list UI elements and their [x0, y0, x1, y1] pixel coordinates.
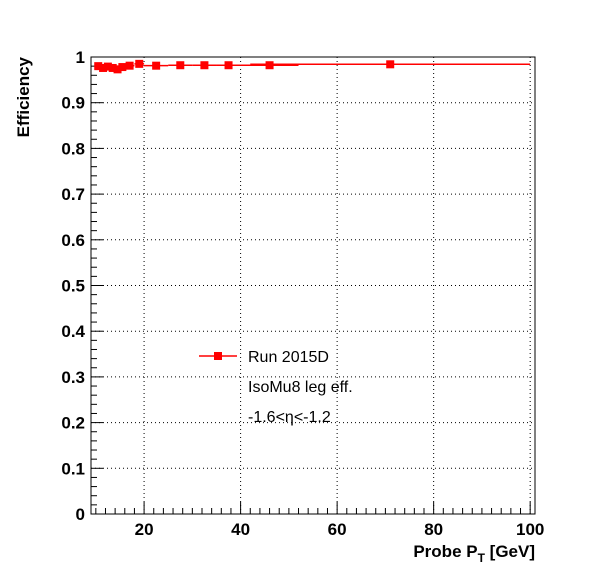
legend-annotation-trigger: IsoMu8 leg eff.	[248, 379, 353, 396]
x-tick-label: 80	[424, 520, 443, 539]
tick-labels: 20 40 60 80 100 0 0.1 0.2 0.3 0.4 0.5 0.6 0.7 0.8 0.9 1	[61, 48, 544, 539]
y-tick-label: 1	[76, 48, 85, 67]
data-point-marker	[265, 61, 274, 70]
y-tick-label: 0.2	[61, 414, 85, 433]
data-point-marker	[135, 59, 144, 68]
data-point-marker	[103, 62, 112, 71]
y-tick-label: 0.6	[61, 231, 85, 250]
data-point-marker	[386, 60, 395, 69]
y-tick-label: 0.9	[61, 94, 85, 113]
data-point-marker	[113, 65, 122, 74]
x-tick-label: 100	[516, 520, 544, 539]
x-axis-title-unit: [GeV]	[485, 542, 535, 561]
x-axis-title-subscript: T	[478, 551, 486, 565]
y-tick-label: 0	[76, 505, 85, 524]
plot-frame	[90, 56, 536, 515]
legend: Run 2015D IsoMu8 leg eff. -1.6<η<-1.2	[199, 349, 353, 426]
y-tick-label: 0.8	[61, 139, 85, 158]
y-tick-label: 0.7	[61, 185, 85, 204]
y-tick-label: 0.4	[61, 322, 85, 341]
data-point-marker	[125, 61, 134, 70]
y-tick-label: 0.1	[61, 459, 85, 478]
y-axis-title: Efficiency	[14, 56, 33, 137]
x-tick-label: 20	[135, 520, 154, 539]
data-point-marker	[176, 61, 185, 70]
grid-lines	[91, 57, 535, 514]
x-tick-label: 40	[231, 520, 250, 539]
y-tick-label: 0.5	[61, 277, 85, 296]
x-axis-title: Probe PT [GeV]	[413, 542, 535, 565]
x-tick-label: 60	[328, 520, 347, 539]
data-point-marker	[224, 61, 233, 70]
data-point-marker	[152, 61, 161, 70]
y-tick-label: 0.3	[61, 368, 85, 387]
data-point-marker	[200, 61, 209, 70]
series-run-2015d	[94, 59, 531, 74]
data-point-marker	[99, 63, 108, 72]
data-point-marker	[118, 63, 127, 72]
legend-annotation-eta-range: -1.6<η<-1.2	[248, 409, 331, 426]
legend-marker	[214, 352, 222, 360]
legend-entry-run-2015d: Run 2015D	[248, 349, 329, 366]
x-axis-title-main: Probe P	[413, 542, 477, 561]
data-point-marker	[108, 63, 117, 72]
axis-ticks	[91, 56, 531, 515]
data-point-marker	[94, 62, 103, 71]
